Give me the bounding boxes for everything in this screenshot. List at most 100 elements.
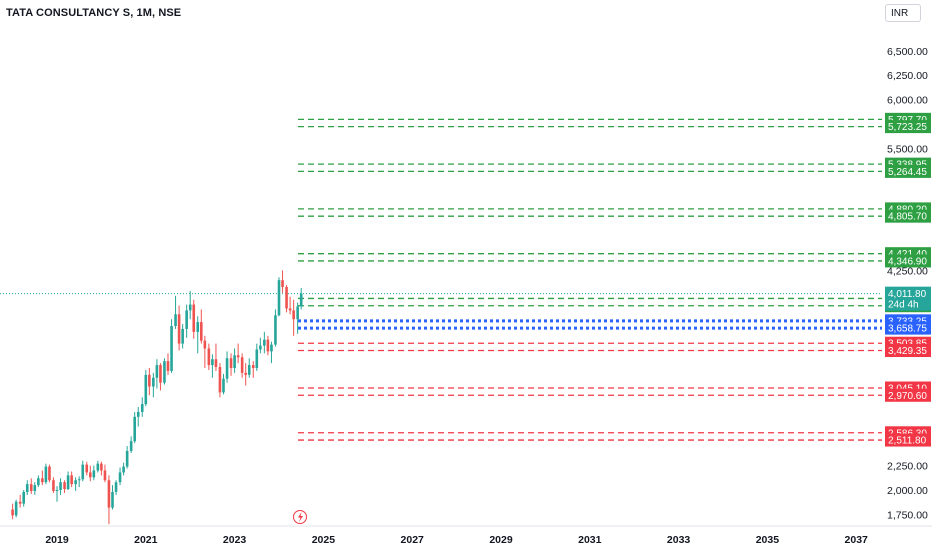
current-price-tag: 4,011.80 <box>888 289 927 300</box>
candle-body <box>107 480 111 508</box>
candle-body <box>185 310 188 329</box>
candle-body <box>44 466 48 483</box>
candle-body <box>18 501 22 504</box>
lightning-icon <box>298 512 303 522</box>
candle-body <box>52 480 55 491</box>
candle-body <box>125 450 129 467</box>
green-level-tag-bg <box>885 120 931 134</box>
level-price-tags: 5,797.705,723.255,338.955,264.454,880.20… <box>885 112 931 447</box>
candle-body <box>200 322 203 341</box>
candle-body <box>181 328 184 344</box>
candle-body <box>207 348 211 366</box>
price-tick-label: 2,250.00 <box>887 461 928 473</box>
candle-body <box>103 470 107 481</box>
green-level-tag: 4,346.90 <box>888 256 927 267</box>
candle-body <box>174 314 177 327</box>
candle-body <box>66 475 70 490</box>
candle-body <box>144 374 148 405</box>
red-level-tag-bg <box>885 433 931 447</box>
candle-body <box>266 339 270 352</box>
candle-body <box>63 482 66 490</box>
candle-body <box>22 491 25 504</box>
time-tick-label: 2031 <box>578 534 602 546</box>
green-level-tag: 5,723.25 <box>888 122 927 133</box>
candle-body <box>225 358 229 379</box>
price-tick-label: 4,250.00 <box>887 265 928 277</box>
candle-body <box>81 464 85 480</box>
candle-body <box>192 304 196 332</box>
time-tick-label: 2021 <box>134 534 158 546</box>
candle-body <box>55 490 59 491</box>
candle-body <box>218 367 222 393</box>
time-tick-label: 2035 <box>756 534 780 546</box>
green-level-tag-bg <box>885 164 931 178</box>
candle-body <box>296 306 299 320</box>
time-tick-label: 2023 <box>223 534 247 546</box>
candle-body <box>159 365 162 383</box>
candle-body <box>85 464 89 473</box>
candle-body <box>222 378 225 393</box>
candle-body <box>100 463 103 471</box>
candle-body <box>188 304 192 311</box>
green-level-tag: 5,264.45 <box>888 167 927 178</box>
dividend-marker[interactable] <box>293 510 307 524</box>
candle-body <box>89 472 92 478</box>
candle-body <box>118 472 122 483</box>
candle-body <box>77 479 81 481</box>
candle-body <box>133 416 136 442</box>
candle-body <box>170 326 173 371</box>
red-level-tag-bg <box>885 388 931 402</box>
price-tick-label: 6,250.00 <box>887 70 928 82</box>
candle-body <box>277 280 281 316</box>
candles <box>11 270 303 525</box>
price-tick-label: 5,500.00 <box>887 143 928 155</box>
candle-body <box>140 404 144 412</box>
candle-body <box>292 310 295 320</box>
candle-body <box>240 357 244 373</box>
candle-body <box>270 344 273 352</box>
time-tick-label: 2037 <box>845 534 869 546</box>
level-lines <box>298 118 882 441</box>
candle-body <box>233 355 236 368</box>
time-axis[interactable]: 2019 2021 2023 2025 2027 2029 2031 2033 2035 2037 <box>45 534 868 546</box>
red-level-tag: 2,511.80 <box>888 436 927 447</box>
candle-body <box>70 475 73 485</box>
price-tick-label: 6,000.00 <box>887 95 928 107</box>
price-tick-label: 2,000.00 <box>887 485 928 497</box>
candle-body <box>122 466 125 473</box>
red-level-tag: 3,429.35 <box>888 346 927 357</box>
candle-body <box>236 355 240 358</box>
red-level-tag: 2,970.60 <box>888 391 927 402</box>
current-price-tag-bg <box>885 286 931 311</box>
candle-body <box>11 509 14 516</box>
candle-body <box>247 365 251 375</box>
candle-body <box>203 340 207 349</box>
candle-body <box>25 484 29 492</box>
candle-body <box>288 308 292 311</box>
candle-body <box>114 482 118 492</box>
blue-level-tag: 3,658.75 <box>888 324 927 335</box>
candle-body <box>92 470 96 478</box>
candle-body <box>41 478 44 483</box>
price-axis[interactable]: 1,750.00 2,000.00 2,250.00 4,250.00 5,500.00… <box>887 46 928 522</box>
time-tick-label: 2025 <box>312 534 336 546</box>
green-level-tag-bg <box>885 254 931 268</box>
blue-level-tag-bg <box>885 321 931 335</box>
candle-body <box>166 361 170 371</box>
candle-body <box>281 280 284 287</box>
currency-selector[interactable]: INR <box>885 4 921 22</box>
candle-body <box>152 377 155 387</box>
candle-body <box>129 441 133 451</box>
candle-body <box>285 286 288 309</box>
candle-body <box>196 322 200 332</box>
candle-body <box>33 485 37 491</box>
symbol-title[interactable]: TATA CONSULTANCY S, 1M, NSE <box>6 7 182 19</box>
candle-body <box>299 293 303 307</box>
candle-body <box>211 359 214 366</box>
candle-body <box>59 482 62 490</box>
candle-body <box>263 339 266 346</box>
candle-body <box>274 315 277 345</box>
candle-body <box>163 361 166 383</box>
candle-body <box>251 365 255 368</box>
